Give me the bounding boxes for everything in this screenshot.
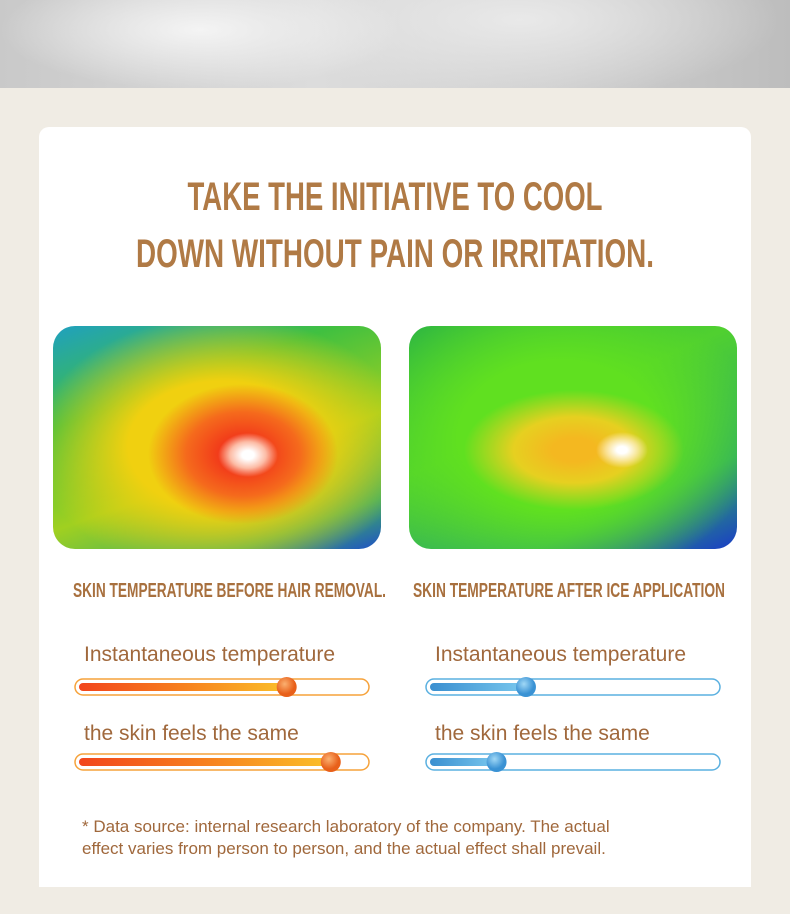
thermal-image-after — [409, 326, 737, 549]
meter-fill — [79, 758, 331, 766]
thermal-image-before — [53, 326, 381, 549]
title-line: DOWN WITHOUT PAIN OR IRRITATION. — [136, 232, 654, 276]
meter-knob — [276, 677, 297, 697]
title-line: TAKE THE INITIATIVE TO COOL — [188, 175, 603, 219]
meter-knob — [320, 752, 341, 772]
caption: SKIN TEMPERATURE AFTER ICE APPLICATION — [413, 580, 725, 602]
meter-knob — [515, 677, 536, 697]
meter-fill — [430, 683, 526, 691]
caption: SKIN TEMPERATURE BEFORE HAIR REMOVAL. — [73, 580, 386, 602]
footnote-line: effect varies from person to person, and… — [82, 839, 606, 858]
meter-label: the skin feels the same — [84, 722, 299, 745]
meter-label: the skin feels the same — [435, 722, 650, 745]
meter-label: Instantaneous temperature — [84, 643, 335, 666]
header-image — [0, 0, 790, 88]
meter-knob — [486, 752, 507, 772]
footnote-line: * Data source: internal research laborat… — [82, 817, 610, 836]
meter-fill — [430, 758, 497, 766]
meter-fill — [79, 683, 287, 691]
meter-label: Instantaneous temperature — [435, 643, 686, 666]
